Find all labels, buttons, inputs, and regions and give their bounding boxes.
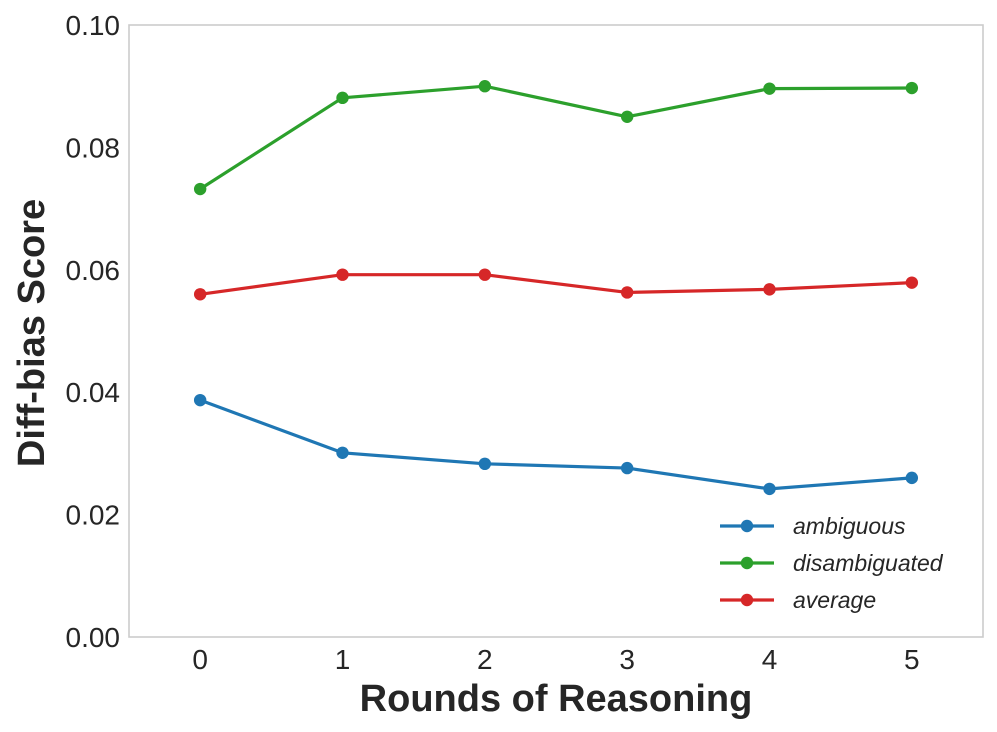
legend-item-ambiguous: ambiguous (720, 513, 906, 539)
data-point-disambiguated (193, 182, 207, 196)
legend-marker-ambiguous (740, 519, 754, 533)
series-line-average (198, 273, 914, 296)
data-point-ambiguous (620, 461, 634, 475)
y-axis-title: Diff-bias Score (11, 199, 53, 467)
x-tick-label: 5 (904, 644, 920, 675)
series-disambiguated (193, 80, 919, 196)
legend-label-disambiguated: disambiguated (793, 550, 944, 576)
y-tick-label: 0.08 (66, 132, 121, 163)
y-tick-label: 0.10 (66, 10, 121, 41)
data-point-disambiguated (478, 80, 492, 93)
y-tick-label: 0.06 (66, 255, 121, 286)
data-point-average (905, 276, 919, 289)
plot-area (128, 24, 984, 638)
data-point-ambiguous (478, 457, 492, 471)
y-tick-label: 0.04 (66, 377, 121, 408)
x-axis-title: Rounds of Reasoning (360, 678, 753, 720)
legend-label-ambiguous: ambiguous (793, 513, 906, 539)
data-point-ambiguous (336, 446, 349, 459)
series-average (193, 268, 919, 301)
data-point-average (478, 268, 492, 281)
data-point-average (336, 268, 349, 281)
data-point-disambiguated (905, 81, 919, 95)
series-line-ambiguous (198, 398, 914, 491)
legend: ambiguous disambiguated average (720, 513, 944, 613)
legend-item-disambiguated: disambiguated (720, 550, 944, 576)
data-point-disambiguated (620, 110, 634, 124)
data-point-average (763, 283, 776, 296)
series-ambiguous (193, 393, 919, 496)
data-point-ambiguous (193, 393, 207, 407)
data-point-average (193, 288, 207, 301)
x-tick-label: 4 (762, 644, 778, 675)
x-tick-label: 2 (477, 644, 493, 675)
data-point-average (620, 286, 634, 299)
x-tick-label: 3 (619, 644, 635, 675)
x-tick-label: 0 (192, 644, 208, 675)
data-point-ambiguous (905, 471, 919, 485)
y-tick-label: 0.02 (66, 500, 121, 531)
legend-marker-disambiguated (740, 556, 754, 570)
series-line-disambiguated (198, 84, 914, 191)
legend-item-average: average (720, 587, 876, 613)
y-tick-label: 0.00 (66, 622, 121, 653)
data-point-disambiguated (763, 82, 776, 95)
data-point-ambiguous (763, 482, 776, 496)
legend-marker-average (740, 593, 754, 607)
data-point-disambiguated (336, 91, 349, 105)
legend-label-average: average (793, 587, 876, 613)
x-tick-label: 1 (335, 644, 351, 675)
